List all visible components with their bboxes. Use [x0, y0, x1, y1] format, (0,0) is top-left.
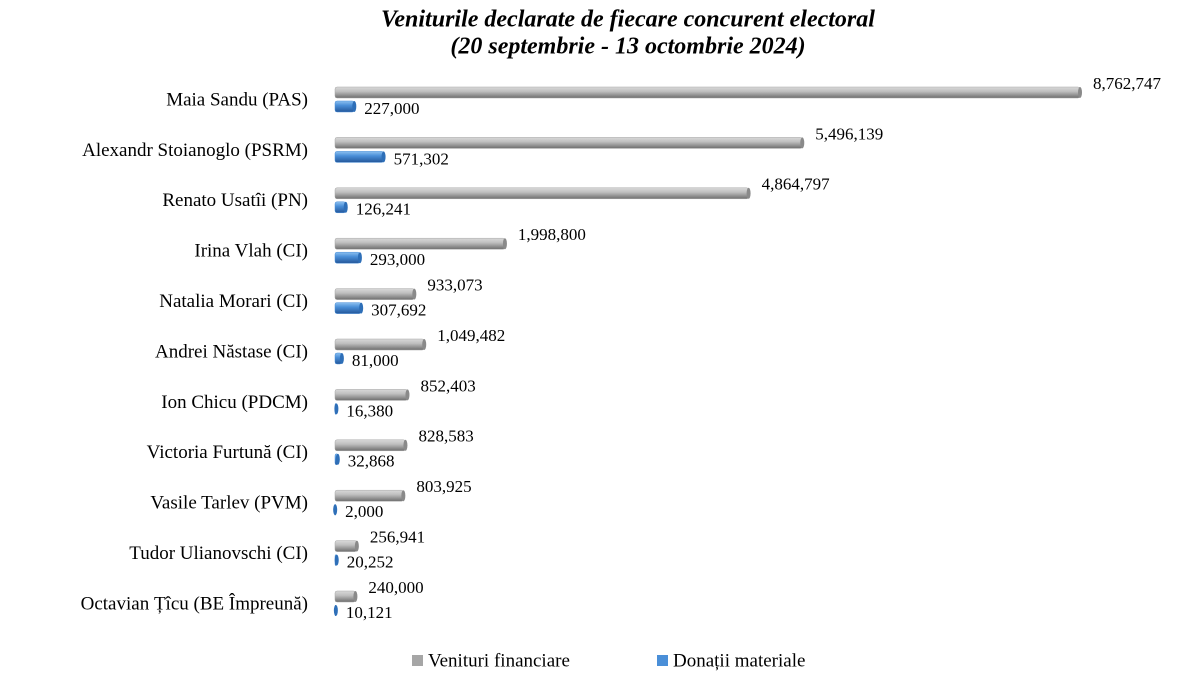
category-label: Victoria Furtună (CI) [147, 442, 308, 463]
legend-label: Donații materiale [673, 650, 805, 671]
bar [334, 439, 406, 452]
bar [334, 100, 355, 113]
data-label: 4,864,797 [762, 175, 831, 194]
bar-cap [401, 490, 406, 502]
bar-cap [357, 252, 362, 264]
bar [334, 590, 356, 603]
bar [334, 237, 506, 250]
legend-swatch [412, 655, 423, 666]
bar-cap [333, 504, 338, 516]
bar [334, 389, 408, 401]
data-label: 933,073 [427, 276, 482, 295]
category-label: Natalia Morari (CI) [159, 291, 308, 312]
bar-cap [354, 540, 359, 552]
data-label: 126,241 [356, 200, 411, 219]
data-label: 10,121 [346, 603, 393, 622]
bar-cap [339, 353, 344, 364]
bar-cap [381, 151, 386, 163]
bar [334, 489, 404, 502]
data-label: 227,000 [364, 99, 419, 118]
data-label: 828,583 [418, 427, 473, 446]
data-label: 852,403 [420, 376, 475, 395]
bar-cap [343, 201, 348, 213]
category-label: Maia Sandu (PAS) [166, 89, 308, 110]
data-label: 571,302 [394, 149, 449, 168]
data-label: 5,496,139 [815, 124, 883, 143]
data-label: 32,868 [348, 452, 395, 471]
legend-label: Venituri financiare [428, 650, 570, 671]
bar-cap [333, 605, 338, 616]
bar [334, 338, 425, 351]
bar-cap [403, 439, 408, 451]
data-label: 293,000 [370, 250, 425, 269]
bar-cap [1078, 87, 1082, 98]
bar-cap [746, 187, 751, 199]
category-label: Renato Usatîi (PN) [162, 190, 308, 211]
bar-cap [352, 101, 357, 112]
data-label: 8,762,747 [1093, 74, 1162, 93]
bar-cap [422, 339, 427, 350]
bar [334, 302, 362, 314]
bar-cap [502, 238, 507, 250]
bar [334, 151, 384, 163]
data-label: 256,941 [370, 528, 425, 547]
chart-title: Veniturile declarate de fiecare concuren… [381, 7, 875, 33]
bar-cap [412, 288, 417, 300]
bar [334, 288, 415, 300]
bar [334, 86, 1081, 99]
chart-subtitle: (20 septembrie - 13 octombrie 2024) [450, 34, 805, 60]
data-label: 1,049,482 [437, 326, 505, 345]
legend-swatch [657, 655, 668, 666]
bar-cap [405, 389, 410, 401]
bar [334, 540, 358, 552]
bar [334, 187, 749, 200]
bar-cap [800, 137, 805, 149]
bar-cap [359, 302, 364, 314]
category-label: Andrei Năstase (CI) [155, 341, 308, 362]
category-label: Irina Vlah (CI) [194, 241, 308, 262]
bar-cap [353, 591, 358, 602]
bar-cap [335, 453, 340, 465]
category-label: Alexandr Stoianoglo (PSRM) [82, 140, 308, 161]
bar-cap [334, 554, 339, 566]
bar [334, 251, 361, 264]
bar-cap [334, 403, 339, 415]
data-label: 20,252 [347, 553, 394, 572]
data-label: 307,692 [371, 301, 426, 320]
category-label: Tudor Ulianovschi (CI) [129, 543, 308, 564]
category-label: Ion Chicu (PDCM) [161, 392, 308, 413]
category-label: Vasile Tarlev (PVM) [150, 493, 308, 514]
data-label: 2,000 [345, 502, 383, 521]
category-label: Octavian Țîcu (BE Împreună) [81, 592, 308, 614]
data-label: 81,000 [352, 351, 399, 370]
data-label: 16,380 [346, 401, 393, 420]
data-label: 1,998,800 [518, 225, 586, 244]
data-label: 803,925 [416, 477, 471, 496]
data-label: 240,000 [368, 578, 423, 597]
bar [334, 137, 803, 149]
